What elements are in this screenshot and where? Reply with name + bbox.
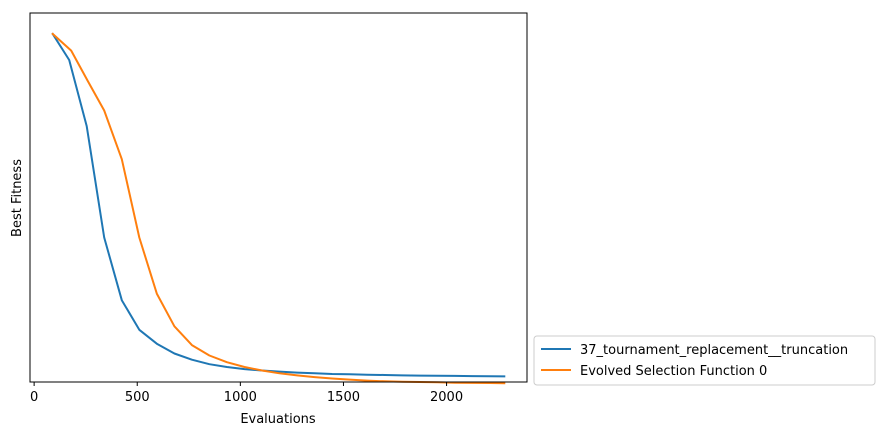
legend-label-series-2: Evolved Selection Function 0 [580,364,767,379]
series-line-1 [51,32,506,378]
plot-area [29,12,528,385]
x-tick-label-1500: 1500 [327,390,360,405]
x-tick-label-2000: 2000 [430,390,463,405]
x-axis-ticks: 0 500 1000 1500 2000 [30,382,463,405]
legend-label-series-1: 37_tournament_replacement__truncation [580,343,848,358]
legend: 37_tournament_replacement__truncation Ev… [533,335,876,386]
x-tick-label-0: 0 [30,390,38,405]
axes-frame [29,12,528,383]
y-axis-label: Best Fitness [10,159,25,237]
legend-box [533,335,876,386]
x-tick-label-500: 500 [125,390,150,405]
x-axis-label: Evaluations [240,412,316,427]
x-tick-label-1000: 1000 [224,390,257,405]
axes-background [30,13,527,382]
